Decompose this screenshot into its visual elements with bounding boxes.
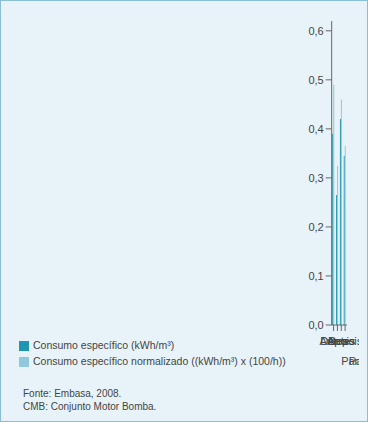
svg-text:0,1: 0,1: [308, 270, 323, 282]
svg-text:Depois: Depois: [328, 335, 359, 347]
svg-text:0,2: 0,2: [308, 221, 323, 233]
svg-text:Para 2 CMB: Para 2 CMB: [349, 355, 359, 367]
svg-text:0,4: 0,4: [308, 123, 323, 135]
html-text:Consumo específico normalizado: Consumo específico normalizado ((kWh/m³)…: [33, 355, 286, 367]
html-text:CMB: Conjunto Motor Bomba.: CMB: Conjunto Motor Bomba.: [23, 401, 157, 412]
html-text:Fonte: Embasa, 2008.: Fonte: Embasa, 2008.: [23, 388, 122, 399]
svg-text:0,5: 0,5: [308, 74, 323, 86]
svg-text:0,3: 0,3: [308, 172, 323, 184]
svg-text:0,6: 0,6: [308, 25, 323, 37]
html-text:Consumo específico (kWh/m³): Consumo específico (kWh/m³): [33, 339, 175, 351]
svg-text:0,0: 0,0: [308, 319, 323, 331]
